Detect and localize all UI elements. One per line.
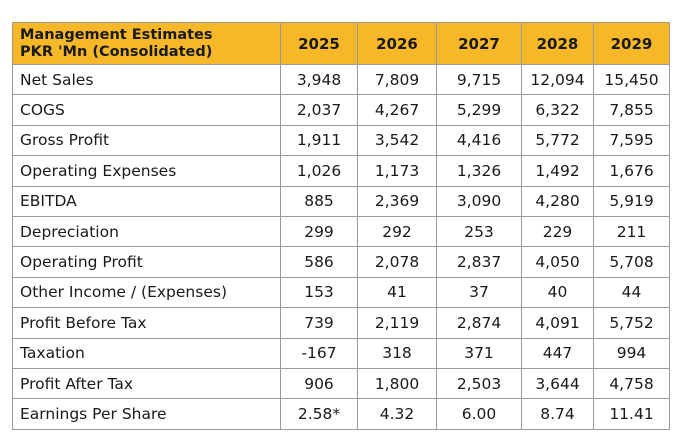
value-cell: 3,542 xyxy=(357,124,437,157)
value-cell: 3,948 xyxy=(280,63,358,96)
table-row: Taxation -167 318 371 447 994 xyxy=(12,337,670,369)
row-label: Net Sales xyxy=(12,63,281,96)
value-cell: 7,595 xyxy=(593,124,670,157)
management-estimates-table: Management Estimates PKR 'Mn (Consolidat… xyxy=(12,22,670,430)
table-row: Operating Expenses 1,026 1,173 1,326 1,492 1,… xyxy=(12,155,670,187)
year-header-2026: 2026 xyxy=(357,22,437,65)
value-cell: 3,644 xyxy=(521,367,594,400)
row-label: Taxation xyxy=(12,337,281,369)
value-cell: 4,091 xyxy=(521,307,594,339)
value-cell: 211 xyxy=(593,215,670,248)
row-label: Depreciation xyxy=(12,215,281,248)
value-cell: 4,267 xyxy=(357,94,437,126)
row-label: COGS xyxy=(12,94,281,126)
value-cell: 153 xyxy=(280,276,358,309)
table-title: Management Estimates PKR 'Mn (Consolidat… xyxy=(12,22,281,65)
value-cell: 2,874 xyxy=(436,307,522,339)
value-cell: 1,676 xyxy=(593,155,670,187)
value-cell: 1,492 xyxy=(521,155,594,187)
value-cell: 447 xyxy=(521,337,594,369)
table-title-line-1: Management Estimates xyxy=(20,26,213,43)
value-cell: 15,450 xyxy=(593,63,670,96)
row-label: Gross Profit xyxy=(12,124,281,157)
value-cell: 6,322 xyxy=(521,94,594,126)
value-cell: 906 xyxy=(280,367,358,400)
value-cell: 4,758 xyxy=(593,367,670,400)
table-row: EBITDA 885 2,369 3,090 4,280 5,919 xyxy=(12,185,670,217)
value-cell: 4,050 xyxy=(521,246,594,278)
value-cell: 11.41 xyxy=(593,398,670,430)
table-row: Operating Profit 586 2,078 2,837 4,050 5,708 xyxy=(12,246,670,278)
table-row: Profit Before Tax 739 2,119 2,874 4,091 5,752 xyxy=(12,307,670,339)
value-cell: 37 xyxy=(436,276,522,309)
value-cell: 5,708 xyxy=(593,246,670,278)
value-cell: 2,837 xyxy=(436,246,522,278)
value-cell: 1,326 xyxy=(436,155,522,187)
table-row: Depreciation 299 292 253 229 211 xyxy=(12,215,670,248)
value-cell: 318 xyxy=(357,337,437,369)
value-cell: 2,037 xyxy=(280,94,358,126)
value-cell: 44 xyxy=(593,276,670,309)
value-cell: 371 xyxy=(436,337,522,369)
value-cell: 4,416 xyxy=(436,124,522,157)
value-cell: 40 xyxy=(521,276,594,309)
table-row: Other Income / (Expenses) 153 41 37 40 44 xyxy=(12,276,670,309)
value-cell: 1,026 xyxy=(280,155,358,187)
row-label: Profit After Tax xyxy=(12,367,281,400)
value-cell: 2,503 xyxy=(436,367,522,400)
row-label: Profit Before Tax xyxy=(12,307,281,339)
row-label: EBITDA xyxy=(12,185,281,217)
value-cell: 4,280 xyxy=(521,185,594,217)
value-cell: -167 xyxy=(280,337,358,369)
table-row: Net Sales 3,948 7,809 9,715 12,094 15,450 xyxy=(12,63,670,96)
value-cell: 12,094 xyxy=(521,63,594,96)
value-cell: 1,800 xyxy=(357,367,437,400)
year-header-2027: 2027 xyxy=(436,22,522,65)
value-cell: 5,299 xyxy=(436,94,522,126)
table-row: Profit After Tax 906 1,800 2,503 3,644 4,758 xyxy=(12,367,670,400)
value-cell: 7,809 xyxy=(357,63,437,96)
table-row: COGS 2,037 4,267 5,299 6,322 7,855 xyxy=(12,94,670,126)
value-cell: 5,752 xyxy=(593,307,670,339)
table-row: Earnings Per Share 2.58* 4.32 6.00 8.74 11.41 xyxy=(12,398,670,430)
value-cell: 586 xyxy=(280,246,358,278)
table-row: Gross Profit 1,911 3,542 4,416 5,772 7,595 xyxy=(12,124,670,157)
value-cell: 2.58* xyxy=(280,398,358,430)
year-header-2028: 2028 xyxy=(521,22,594,65)
value-cell: 41 xyxy=(357,276,437,309)
value-cell: 5,919 xyxy=(593,185,670,217)
value-cell: 8.74 xyxy=(521,398,594,430)
value-cell: 253 xyxy=(436,215,522,248)
value-cell: 292 xyxy=(357,215,437,248)
value-cell: 2,119 xyxy=(357,307,437,339)
table-header: Management Estimates PKR 'Mn (Consolidat… xyxy=(12,22,670,65)
value-cell: 5,772 xyxy=(521,124,594,157)
row-label: Earnings Per Share xyxy=(12,398,281,430)
value-cell: 6.00 xyxy=(436,398,522,430)
value-cell: 3,090 xyxy=(436,185,522,217)
value-cell: 994 xyxy=(593,337,670,369)
value-cell: 229 xyxy=(521,215,594,248)
value-cell: 4.32 xyxy=(357,398,437,430)
value-cell: 1,911 xyxy=(280,124,358,157)
year-header-2029: 2029 xyxy=(593,22,670,65)
header-row: Management Estimates PKR 'Mn (Consolidat… xyxy=(12,22,670,65)
value-cell: 7,855 xyxy=(593,94,670,126)
value-cell: 9,715 xyxy=(436,63,522,96)
value-cell: 2,078 xyxy=(357,246,437,278)
table-body: Net Sales 3,948 7,809 9,715 12,094 15,450 COGS… xyxy=(12,63,670,430)
value-cell: 885 xyxy=(280,185,358,217)
value-cell: 739 xyxy=(280,307,358,339)
value-cell: 1,173 xyxy=(357,155,437,187)
year-header-2025: 2025 xyxy=(280,22,358,65)
value-cell: 299 xyxy=(280,215,358,248)
row-label: Operating Profit xyxy=(12,246,281,278)
value-cell: 2,369 xyxy=(357,185,437,217)
row-label: Other Income / (Expenses) xyxy=(12,276,281,309)
table-title-line-2: PKR 'Mn (Consolidated) xyxy=(20,43,213,60)
row-label: Operating Expenses xyxy=(12,155,281,187)
